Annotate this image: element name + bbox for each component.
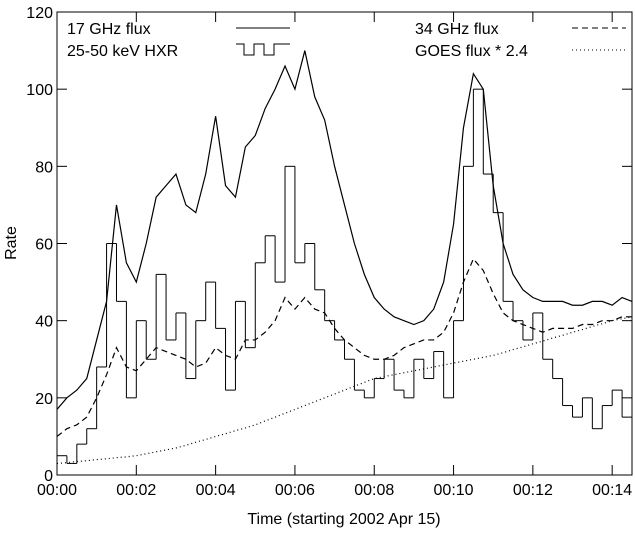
x-tick-label: 00:10 bbox=[434, 482, 474, 499]
x-tick-label: 00:06 bbox=[275, 482, 315, 499]
y-axis-title: Rate bbox=[3, 226, 20, 260]
legend-swatch bbox=[236, 43, 290, 56]
legend-label: 17 GHz flux bbox=[67, 21, 151, 38]
x-tick-label: 00:12 bbox=[513, 482, 553, 499]
y-tick-label: 120 bbox=[26, 5, 53, 22]
y-tick-label: 0 bbox=[44, 468, 53, 485]
x-tick-label: 00:02 bbox=[116, 482, 156, 499]
plot-frame bbox=[56, 11, 633, 476]
x-tick-label: 00:00 bbox=[37, 482, 77, 499]
legend-label: GOES flux * 2.4 bbox=[415, 43, 528, 60]
series-line bbox=[56, 316, 633, 465]
legend-label: 34 GHz flux bbox=[415, 21, 499, 38]
x-tick-label: 00:08 bbox=[354, 482, 394, 499]
x-axis-title: Time (starting 2002 Apr 15) bbox=[247, 511, 440, 528]
legend-label: 25-50 keV HXR bbox=[67, 43, 178, 60]
y-tick-label: 40 bbox=[35, 314, 53, 331]
series-line bbox=[56, 257, 632, 437]
y-tick-label: 60 bbox=[35, 237, 53, 254]
y-tick-label: 20 bbox=[35, 391, 53, 408]
x-tick-label: 00:04 bbox=[196, 482, 236, 499]
x-tick-label: 00:14 bbox=[592, 482, 632, 499]
y-tick-label: 80 bbox=[35, 159, 53, 176]
series-line bbox=[56, 50, 633, 410]
y-tick-label: 100 bbox=[26, 82, 53, 99]
